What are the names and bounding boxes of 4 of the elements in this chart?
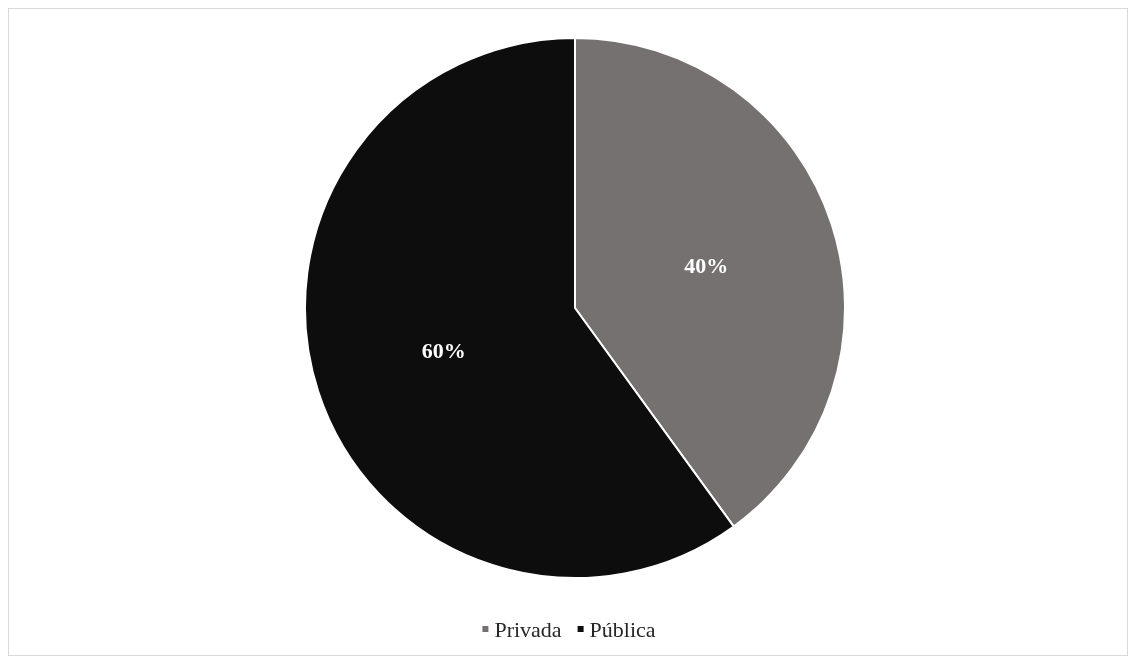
legend-label: Privada <box>494 616 562 642</box>
legend-label: Pública <box>589 616 656 642</box>
data-label: 40% <box>684 252 729 278</box>
data-label: 60% <box>421 338 466 364</box>
